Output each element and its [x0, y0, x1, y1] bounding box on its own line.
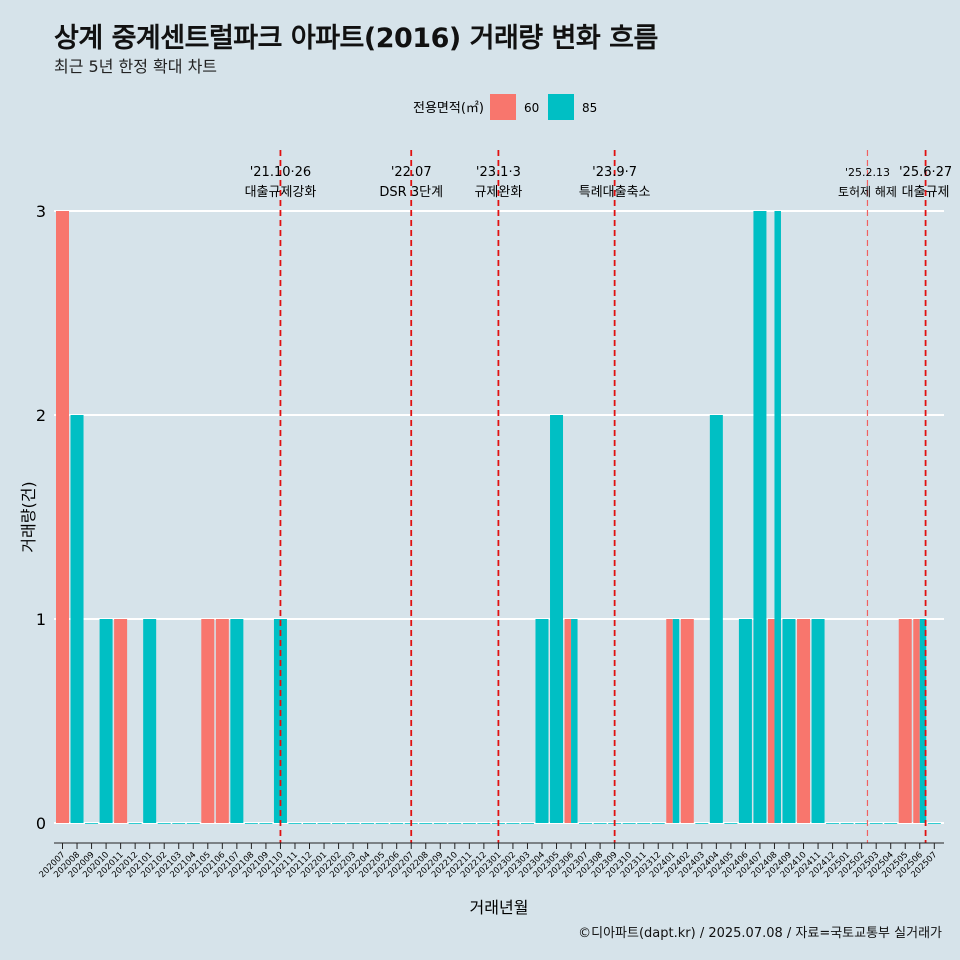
- bar-zero: [506, 823, 520, 824]
- bar-85-202008: [70, 415, 84, 823]
- bar-zero: [593, 823, 607, 824]
- event-label: 대출규제강화: [245, 185, 317, 200]
- bar-zero: [622, 823, 636, 824]
- bar-60-202401: [666, 619, 673, 823]
- bar-60-202408: [767, 619, 775, 823]
- event-label: 특례대출축소: [579, 185, 651, 200]
- bar-zero: [927, 823, 941, 824]
- bar-60-202105: [201, 619, 215, 823]
- bar-zero: [855, 823, 869, 824]
- bar-60-202410: [797, 619, 811, 823]
- event-date-label: '23.1·3: [476, 165, 521, 180]
- bar-zero: [477, 823, 491, 824]
- y-tick-label: 3: [36, 202, 46, 221]
- bar-85-202101: [143, 619, 157, 823]
- chart-title: 상계 중계센트럴파크 아파트(2016) 거래량 변화 흐름: [54, 23, 658, 54]
- bar-zero: [390, 823, 404, 824]
- bar-zero: [651, 823, 665, 824]
- bars: [56, 211, 941, 824]
- bar-85-202411: [811, 619, 825, 823]
- bar-60-202007: [56, 211, 69, 823]
- bar-zero: [361, 823, 375, 824]
- bar-85-202010: [99, 619, 113, 823]
- bar-zero: [869, 823, 883, 824]
- legend-label-85: 85: [582, 101, 597, 115]
- bar-85-202406: [738, 619, 752, 823]
- bar-zero: [579, 823, 593, 824]
- bar-85-202408: [774, 211, 781, 823]
- bar-zero: [303, 823, 317, 824]
- bar-60-202106: [215, 619, 229, 823]
- legend-title: 전용면적(㎡): [413, 101, 484, 116]
- bar-60-202011: [114, 619, 128, 823]
- bar-85-202404: [709, 415, 723, 823]
- bar-85-202304: [535, 619, 549, 823]
- bar-85-202306: [571, 619, 578, 823]
- x-axis: 2020072020082020092020102020112020122021…: [38, 842, 944, 880]
- bar-zero: [346, 823, 360, 824]
- event-label: 규제완화: [474, 185, 522, 200]
- y-tick-label: 2: [36, 406, 46, 425]
- x-axis-title: 거래년월: [470, 898, 529, 917]
- bar-zero: [85, 823, 99, 824]
- y-tick-label: 0: [36, 814, 46, 833]
- event-label: DSR 3단계: [379, 185, 443, 200]
- event-label: 대출규제: [902, 185, 950, 200]
- event-lines: '21.10·26 대출규제강화 '22.07 DSR 3단계 '23.1·3 규제완화 '…: [245, 150, 952, 843]
- bar-zero: [884, 823, 898, 824]
- event-date-label: '25.6·27: [899, 165, 952, 180]
- bar-85-202305: [550, 415, 564, 823]
- bar-zero: [724, 823, 738, 824]
- y-tick-label: 1: [36, 610, 46, 629]
- bar-60-202505: [898, 619, 912, 823]
- source-caption: ©디아파트(dapt.kr) / 2025.07.08 / 자료=국토교통부 실…: [578, 926, 942, 941]
- bar-zero: [419, 823, 433, 824]
- bar-zero: [375, 823, 389, 824]
- bar-zero: [244, 823, 258, 824]
- legend-swatch-85: [548, 94, 574, 120]
- y-axis-title: 거래량(건): [19, 481, 38, 552]
- y-axis: 0 1 2 3: [36, 202, 46, 833]
- bar-zero: [288, 823, 302, 824]
- event-date-label: '22.07: [391, 165, 432, 180]
- bar-zero: [157, 823, 171, 824]
- bar-zero: [520, 823, 534, 824]
- bar-zero: [128, 823, 142, 824]
- bar-zero: [172, 823, 186, 824]
- bar-zero: [462, 823, 476, 824]
- event-date-label: '21.10·26: [250, 165, 311, 180]
- bar-zero: [186, 823, 200, 824]
- bar-60-202306: [564, 619, 572, 823]
- bar-60-202506: [913, 619, 920, 823]
- bar-zero: [433, 823, 447, 824]
- legend-label-60: 60: [524, 101, 539, 115]
- chart-subtitle: 최근 5년 한정 확대 차트: [54, 57, 218, 76]
- legend-swatch-60: [490, 94, 516, 120]
- bar-zero: [448, 823, 462, 824]
- bar-zero: [637, 823, 651, 824]
- bar-60-202402: [680, 619, 694, 823]
- bar-zero: [332, 823, 346, 824]
- bar-85-202401: [672, 619, 680, 823]
- bar-zero: [840, 823, 854, 824]
- bar-85-202409: [782, 619, 796, 823]
- bar-zero: [317, 823, 331, 824]
- bar-85-202407: [753, 211, 767, 823]
- event-date-label: '25.2.13: [845, 166, 890, 179]
- legend: 전용면적(㎡) 60 85: [413, 94, 597, 120]
- bar-zero: [259, 823, 273, 824]
- event-date-label: '23.9·7: [592, 165, 637, 180]
- event-label: 토허제 해제: [838, 185, 897, 199]
- bar-zero: [695, 823, 709, 824]
- bar-85-202107: [230, 619, 244, 823]
- bar-zero: [826, 823, 840, 824]
- bar-85-202506: [919, 619, 927, 823]
